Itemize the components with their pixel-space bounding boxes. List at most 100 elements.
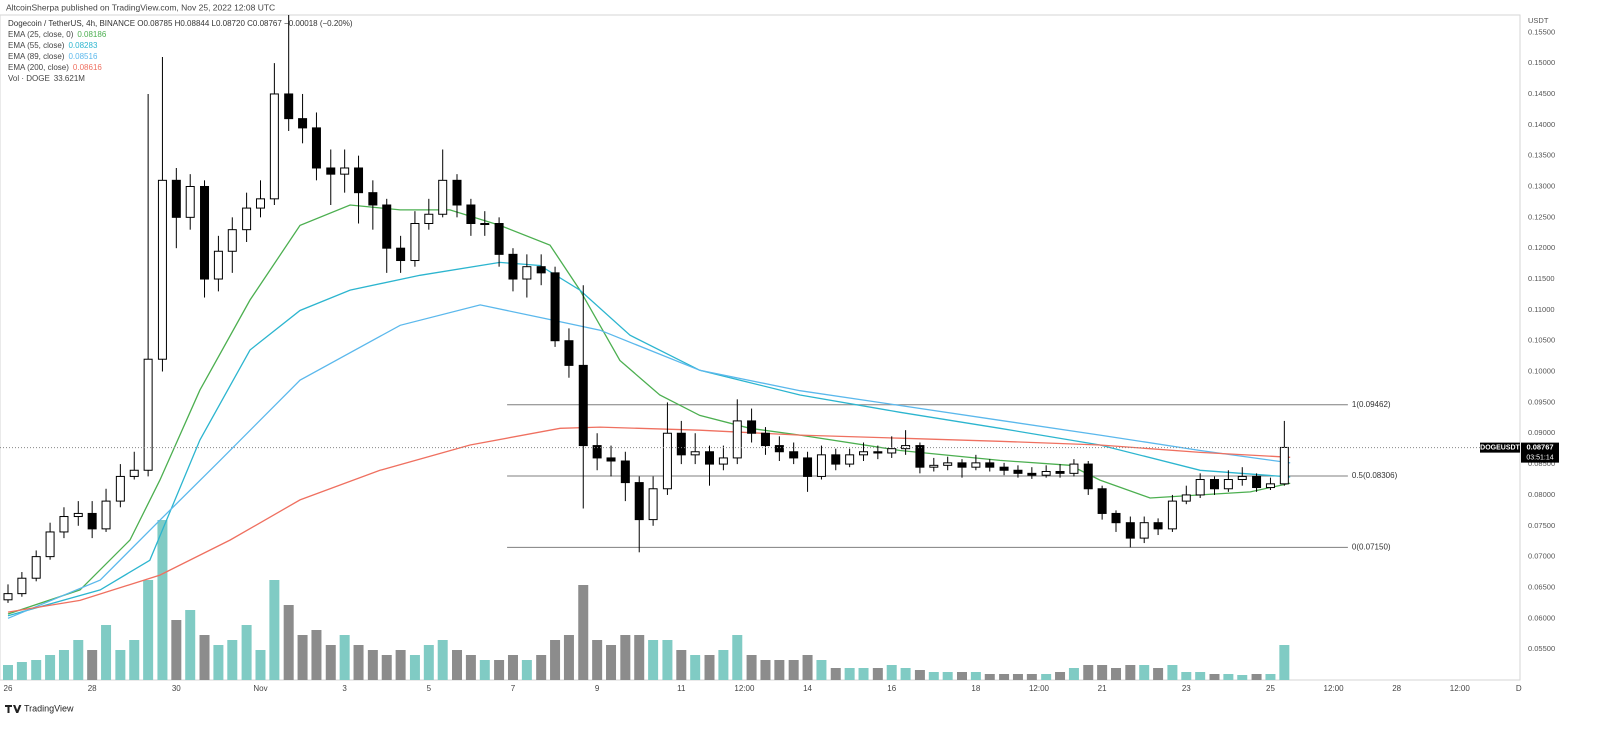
footer-logo: TradingView: [5, 703, 74, 713]
y-tick-label: 0.09500: [1528, 397, 1555, 406]
volume-bar: [1195, 672, 1206, 680]
candle-body: [803, 457, 813, 477]
candle-body: [1069, 463, 1079, 474]
y-tick-label: 0.14500: [1528, 89, 1555, 98]
legend-name: EMA (25, close, 0): [8, 30, 74, 39]
y-tick-label: 0.13500: [1528, 151, 1555, 160]
y-tick-label: 0.12500: [1528, 212, 1555, 221]
logo-mark: [5, 705, 22, 713]
volume-layer: [2, 520, 1290, 680]
publisher-note: AltcoinSherpa published on TradingView.c…: [6, 2, 275, 12]
legend-entry: EMA (200, close) 0.08616: [8, 63, 102, 72]
price-tag-value: 0.08767: [1526, 443, 1553, 452]
candle-body: [340, 167, 350, 175]
volume-bar: [1111, 668, 1122, 680]
candle-body: [676, 432, 686, 456]
volume-bar: [1041, 674, 1052, 680]
footer-brand: TradingView: [24, 703, 74, 713]
y-tick-label: 0.08500: [1528, 459, 1555, 468]
legend-value: 0.08616: [73, 63, 102, 72]
x-tick-label: 28: [1392, 684, 1401, 693]
x-tick-label: 30: [172, 684, 181, 693]
candle-body: [17, 577, 27, 595]
y-tick-label: 0.07000: [1528, 552, 1555, 561]
candle-body: [171, 179, 181, 218]
candle-body: [690, 451, 700, 456]
candle-body: [1097, 488, 1107, 514]
volume-bar: [774, 660, 785, 680]
candle-body: [227, 229, 237, 252]
y-tick-label: 0.05500: [1528, 644, 1555, 653]
y-tick-label: 0.11500: [1528, 274, 1555, 283]
volume-bar: [1012, 674, 1023, 680]
volume-bar: [1251, 674, 1262, 680]
y-tick-label: 0.12000: [1528, 243, 1555, 252]
volume-bar: [816, 660, 827, 680]
x-tick-label: 12:00: [1450, 684, 1471, 693]
fib-label: 0(0.07150): [1352, 542, 1391, 551]
candle-body: [522, 266, 532, 280]
candle-body: [284, 93, 294, 120]
volume-bar: [227, 640, 238, 680]
candle-body: [200, 185, 210, 280]
y-tick-label: 0.08000: [1528, 490, 1555, 499]
volume-bar: [788, 660, 799, 680]
candle-body: [157, 179, 167, 360]
volume-bar: [311, 630, 322, 680]
candle-body: [1167, 500, 1177, 530]
x-tick-label: 5: [427, 684, 432, 693]
candle-body: [662, 432, 672, 490]
x-tick-label: Nov: [253, 684, 267, 693]
volume-bar: [844, 668, 855, 680]
volume-bar: [634, 635, 645, 680]
candle-body: [1013, 469, 1023, 474]
candle-body: [873, 451, 883, 454]
volume-bar: [381, 655, 392, 680]
y-tick-label: 0.11000: [1528, 305, 1555, 314]
candle-body: [999, 466, 1009, 471]
volume-bar: [914, 670, 925, 680]
candle-body: [508, 253, 518, 280]
volume-bar: [494, 660, 505, 680]
candle-body: [59, 516, 69, 533]
candle-body: [859, 451, 869, 456]
volume-bar: [521, 660, 532, 680]
volume-bar: [676, 650, 687, 680]
volume-bar: [662, 640, 673, 680]
legend-name: EMA (200, close): [8, 63, 69, 72]
fib-label: 0.5(0.08306): [1352, 471, 1398, 480]
legend-name: Vol · DOGE: [8, 74, 50, 83]
candle-body: [943, 462, 953, 466]
candle-body: [3, 593, 13, 601]
y-tick-label: 0.15500: [1528, 27, 1555, 36]
volume-bar: [1223, 674, 1234, 680]
volume-bar: [73, 640, 84, 680]
volume-bar: [550, 640, 561, 680]
y-tick-label: 0.06000: [1528, 613, 1555, 622]
x-tick-label: 9: [595, 684, 600, 693]
y-tick-label: 0.10500: [1528, 336, 1555, 345]
volume-bar: [255, 650, 266, 680]
candle-body: [536, 266, 546, 274]
ema-line: [7, 304, 1291, 619]
volume-bar: [1083, 665, 1094, 680]
volume-bar: [353, 645, 364, 680]
candle-body: [578, 364, 588, 447]
symbol-tag: [1480, 442, 1520, 453]
candle-body: [1237, 475, 1247, 481]
candle-body: [789, 451, 799, 459]
candle-body: [242, 207, 252, 231]
x-tick-label: 23: [1182, 684, 1191, 693]
candle-body: [410, 223, 420, 262]
volume-bar: [563, 635, 574, 680]
ema-line: [7, 261, 1291, 617]
y-tick-label: 0.09000: [1528, 428, 1555, 437]
symbol-tag-text: DOGEUSDT: [1480, 444, 1520, 451]
candle-body: [354, 167, 364, 194]
candle-body: [1083, 463, 1093, 490]
candle-body: [747, 420, 757, 434]
volume-bar: [423, 645, 434, 680]
candle-body: [1181, 494, 1191, 502]
volume-bar: [900, 668, 911, 680]
